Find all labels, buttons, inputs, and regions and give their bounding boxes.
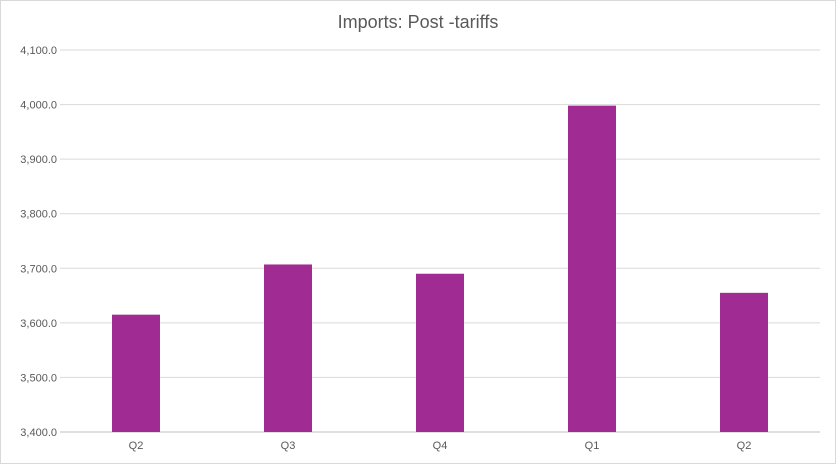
chart-title: Imports: Post -tariffs [338, 12, 499, 32]
x-axis-ticks: Q2 Q3 Q4 Q1 Q2 [129, 440, 752, 452]
y-tick-label: 4,100.0 [20, 45, 57, 57]
y-tick-label: 3,800.0 [20, 209, 57, 221]
y-tick-label: 3,600.0 [20, 318, 57, 330]
bar-q4-2 [416, 273, 464, 432]
x-tick-label: Q3 [281, 440, 296, 452]
x-tick-label: Q1 [585, 440, 600, 452]
x-tick-label: Q2 [737, 440, 752, 452]
bar-q3-1 [264, 264, 312, 432]
bar-q2-4 [720, 292, 768, 432]
x-tick-label: Q2 [129, 440, 144, 452]
y-tick-label: 4,000.0 [20, 100, 57, 112]
bar-q1-3 [568, 105, 616, 433]
x-tick-label: Q4 [433, 440, 448, 452]
y-axis-ticks: 3,400.0 3,500.0 3,600.0 3,700.0 3,800.0 3,900… [20, 45, 57, 439]
bars [112, 105, 768, 433]
y-tick-label: 3,400.0 [20, 427, 57, 439]
gridlines [60, 49, 820, 433]
y-tick-label: 3,500.0 [20, 372, 57, 384]
bar-q2-0 [112, 314, 160, 432]
y-tick-label: 3,900.0 [20, 154, 57, 166]
y-tick-label: 3,700.0 [20, 263, 57, 275]
